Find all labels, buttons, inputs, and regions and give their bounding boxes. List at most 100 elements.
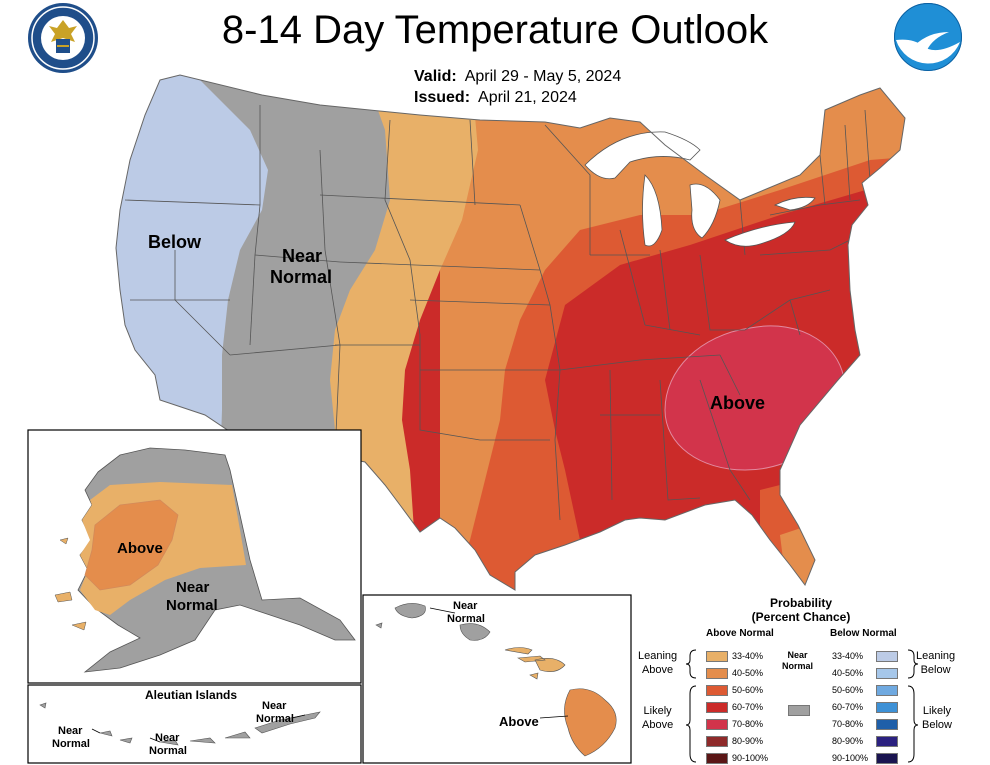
legend-leaning-above-2: Above	[641, 664, 674, 676]
legend-below-label: 90-100%	[832, 753, 869, 763]
legend-above-label: 50-60%	[732, 685, 764, 695]
legend-likely-below: Likely Below	[922, 704, 952, 732]
alaska-above-40-50	[84, 499, 179, 591]
legend-below-row: 50-60%	[832, 684, 898, 696]
legend-below-swatch	[876, 667, 898, 679]
issued-label: Issued:	[414, 89, 471, 106]
legend-above-header: Above Normal	[706, 628, 774, 639]
legend-likely-below-1: Likely	[922, 705, 952, 717]
conus-below-label: Below	[148, 232, 202, 252]
aleutian-near-a-1: Near	[58, 725, 83, 737]
page-title: 8-14 Day Temperature Outlook	[221, 8, 769, 52]
legend-above-row: 70-80%	[706, 718, 772, 730]
legend-above-swatch	[706, 667, 728, 679]
legend-above-label: 40-50%	[732, 668, 764, 678]
conus-near-label-2: Normal	[270, 267, 332, 287]
legend-above-label: 60-70%	[732, 702, 764, 712]
hawaii-big-island	[564, 688, 617, 757]
legend-leaning-above-1: Leaning	[638, 650, 678, 662]
alaska-near-label-1: Near	[176, 579, 210, 596]
aleutian-inset: Aleutian Islands Near Normal Near Normal…	[27, 684, 362, 764]
legend-below-label: 50-60%	[832, 685, 864, 695]
legend-above-swatch	[706, 752, 728, 764]
aleutian-near-a-2: Normal	[52, 738, 90, 750]
aleutian-near-c-2: Normal	[256, 713, 294, 725]
legend-title-line-2: (Percent Chance)	[751, 610, 851, 624]
legend-leaning-below: Leaning Below	[916, 649, 955, 677]
legend-below-swatch	[876, 684, 898, 696]
legend-leaning-below-1: Leaning	[916, 650, 956, 662]
hawaii-maui-county	[504, 647, 566, 680]
legend-below-label: 70-80%	[832, 719, 864, 729]
legend-above-swatch	[706, 718, 728, 730]
valid-value: April 29 - May 5, 2024	[464, 68, 622, 85]
legend-near-normal: Near Normal	[782, 650, 813, 672]
conus-above-label: Above	[710, 393, 765, 413]
hawaii-near-label-1: Near	[453, 600, 478, 612]
alaska-near-label-2: Normal	[166, 597, 218, 614]
great-lakes	[584, 131, 816, 247]
legend-below-swatch	[876, 701, 898, 713]
aleutian-near-c-1: Near	[262, 700, 287, 712]
legend-above-label: 90-100%	[732, 753, 769, 763]
legend-above-label: 80-90%	[732, 736, 764, 746]
legend-near-2: Normal	[782, 661, 814, 671]
hawaii-niihau-kauai	[375, 603, 426, 629]
aleutian-title: Aleutian Islands	[145, 688, 237, 702]
legend-above-swatch	[706, 735, 728, 747]
legend-title: Probability (Percent Chance)	[636, 596, 966, 624]
legend-above-row: 50-60%	[706, 684, 772, 696]
legend-leaning-below-2: Below	[920, 664, 951, 676]
legend-below-swatch	[876, 650, 898, 662]
legend-below-row: 33-40%	[832, 650, 898, 662]
aleutian-near-b-1: Near	[155, 732, 180, 744]
legend-below-header: Below Normal	[830, 628, 897, 639]
legend-above-row: 33-40%	[706, 650, 772, 662]
hawaii-inset: Near Normal Above	[362, 594, 632, 764]
legend-below-row: 70-80%	[832, 718, 898, 730]
legend-below-label: 60-70%	[832, 702, 864, 712]
hawaii-oahu	[459, 623, 491, 641]
alaska-above-label: Above	[117, 540, 163, 557]
probability-legend: Probability (Percent Chance) Above Norma…	[636, 594, 990, 765]
legend-above-label: 33-40%	[732, 651, 764, 661]
legend-below-label: 80-90%	[832, 736, 864, 746]
legend-below-row: 80-90%	[832, 735, 898, 747]
legend-above-row: 40-50%	[706, 667, 772, 679]
noaa-logo-icon	[894, 3, 962, 71]
aleutian-near-b-2: Normal	[149, 745, 187, 757]
legend-above-swatch	[706, 684, 728, 696]
alaska-inset: Above Near Normal	[27, 429, 362, 684]
legend-near-1: Near	[787, 650, 808, 660]
legend-below-row: 40-50%	[832, 667, 898, 679]
issued-date: Issued: April 21, 2024	[414, 89, 577, 107]
hawaii-above-label: Above	[499, 714, 539, 729]
legend-below-swatch	[876, 752, 898, 764]
legend-below-row: 60-70%	[832, 701, 898, 713]
legend-likely-above: Likely Above	[642, 704, 673, 732]
department-of-commerce-seal-icon	[28, 3, 98, 73]
legend-braces	[685, 649, 919, 763]
legend-below-label: 33-40%	[832, 651, 864, 661]
legend-below-swatch	[876, 735, 898, 747]
legend-likely-below-2: Below	[922, 719, 952, 731]
legend-above-label: 70-80%	[732, 719, 764, 729]
legend-below-label: 40-50%	[832, 668, 864, 678]
hawaii-near-label-2: Normal	[447, 613, 485, 625]
legend-likely-above-2: Above	[642, 719, 674, 731]
conus-above-40-50	[440, 75, 905, 590]
legend-above-swatch	[706, 701, 728, 713]
issued-value: April 21, 2024	[478, 89, 577, 106]
legend-below-row: 90-100%	[832, 752, 898, 764]
legend-above-row: 60-70%	[706, 701, 772, 713]
valid-dates: Valid: April 29 - May 5, 2024	[414, 68, 621, 86]
conus-near-label-1: Near	[282, 246, 322, 266]
legend-likely-above-1: Likely	[643, 705, 672, 717]
legend-below-swatch	[876, 718, 898, 730]
valid-label: Valid:	[414, 68, 457, 85]
legend-leaning-above: Leaning Above	[638, 649, 677, 677]
legend-above-row: 80-90%	[706, 735, 772, 747]
legend-title-line-1: Probability	[769, 596, 832, 610]
legend-near-normal-swatch	[788, 705, 810, 716]
